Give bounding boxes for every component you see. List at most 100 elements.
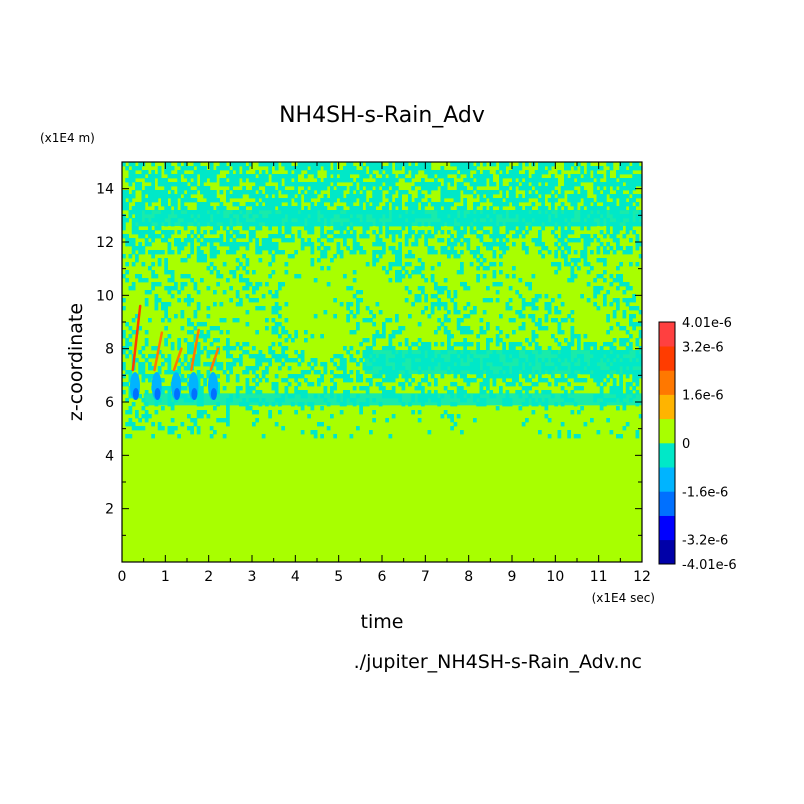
heatmap-cell xyxy=(346,318,350,323)
heatmap-cell xyxy=(229,162,246,167)
heatmap-cell xyxy=(616,246,623,251)
heatmap-cell xyxy=(300,406,305,411)
heatmap-cell xyxy=(284,178,292,183)
heatmap-cell xyxy=(245,202,256,207)
heatmap-cell xyxy=(278,226,282,231)
heatmap-cell xyxy=(586,298,591,303)
heatmap-cell xyxy=(180,374,185,379)
heatmap-cell xyxy=(310,166,321,171)
heatmap-cell xyxy=(148,378,152,383)
heatmap-cell xyxy=(148,194,181,199)
heatmap-cell xyxy=(476,190,500,195)
heatmap-cell xyxy=(157,386,172,391)
heatmap-cell xyxy=(320,334,324,339)
heatmap-cell xyxy=(245,366,259,371)
heatmap-cell xyxy=(235,302,243,307)
heatmap-cell xyxy=(495,326,500,331)
colorbar-swatch xyxy=(659,467,675,492)
heatmap-cell xyxy=(573,250,578,255)
heatmap-band xyxy=(143,393,642,406)
heatmap-cell xyxy=(372,418,376,423)
heatmap-cell xyxy=(356,378,363,383)
heatmap-cell xyxy=(382,174,386,179)
heatmap-cell xyxy=(583,198,594,203)
heatmap-cell xyxy=(606,318,610,323)
heatmap-cell xyxy=(560,190,565,195)
heatmap-cell xyxy=(586,226,591,231)
heatmap-cell xyxy=(164,258,168,263)
heatmap-cell xyxy=(242,226,250,231)
heatmap-cell xyxy=(577,342,581,347)
heatmap-cell xyxy=(479,198,487,203)
heatmap-cell xyxy=(349,370,354,375)
heatmap-cell xyxy=(482,266,490,271)
heatmap-cell xyxy=(385,230,402,235)
heatmap-cell xyxy=(203,382,207,387)
heatmap-cell xyxy=(141,354,146,359)
heatmap-cell xyxy=(326,170,367,175)
heatmap-cell xyxy=(440,190,461,195)
heatmap-cell xyxy=(476,246,480,251)
heatmap-cell xyxy=(138,162,146,167)
heatmap-cell xyxy=(128,326,133,331)
x-tick-label: 6 xyxy=(378,569,387,585)
heatmap-cell xyxy=(206,374,211,379)
heatmap-cell xyxy=(460,330,474,335)
heatmap-cell xyxy=(450,234,454,239)
heatmap-cell xyxy=(450,418,454,423)
heatmap-cell xyxy=(427,390,432,395)
heatmap-cell xyxy=(434,390,438,395)
heatmap-cell xyxy=(440,166,445,171)
heatmap-cell xyxy=(122,234,129,239)
heatmap-cell xyxy=(219,190,224,195)
heatmap-cell xyxy=(219,162,227,167)
heatmap-cell xyxy=(469,182,487,187)
heatmap-cell xyxy=(294,378,298,383)
heatmap-cell xyxy=(157,426,165,431)
heatmap-cell xyxy=(564,162,575,167)
heatmap-cell xyxy=(177,186,191,191)
y-tick-label: 6 xyxy=(105,395,114,411)
heatmap-cell xyxy=(560,234,568,239)
heatmap-cell xyxy=(388,334,396,339)
heatmap-cell xyxy=(209,434,214,439)
heatmap-cell xyxy=(408,346,412,351)
heatmap-cell xyxy=(593,294,597,299)
heatmap-cell xyxy=(456,230,467,235)
heatmap-cell xyxy=(131,318,136,323)
heatmap-cell xyxy=(570,274,578,279)
heatmap-cell xyxy=(521,246,529,251)
heatmap-cell xyxy=(304,198,311,203)
heatmap-cell xyxy=(349,434,354,439)
heatmap-cell xyxy=(294,410,298,415)
heatmap-cell xyxy=(609,282,614,287)
heatmap-cell xyxy=(560,202,565,207)
heatmap-cell xyxy=(141,414,152,419)
heatmap-cell xyxy=(125,278,129,283)
heatmap-cell xyxy=(388,198,393,203)
heatmap-cell xyxy=(128,174,146,179)
heatmap-cell xyxy=(365,262,370,267)
heatmap-cell xyxy=(388,338,393,343)
heatmap-cell xyxy=(248,162,253,167)
heatmap-cell xyxy=(239,346,243,351)
heatmap-cell xyxy=(388,266,393,271)
heatmap-cell xyxy=(622,290,627,295)
heatmap-cell xyxy=(222,434,227,439)
heatmap-cell xyxy=(372,410,376,415)
heatmap-cell xyxy=(499,166,506,171)
heatmap-cell xyxy=(196,374,204,379)
heatmap-cell xyxy=(232,318,240,323)
heatmap-cell xyxy=(268,262,272,267)
heatmap-cell xyxy=(560,346,571,351)
heatmap-cell xyxy=(359,250,367,255)
heatmap-cell xyxy=(336,366,347,371)
heatmap-cell xyxy=(557,326,562,331)
heatmap-cell xyxy=(508,298,513,303)
heatmap-cell xyxy=(164,170,172,175)
heatmap-cell xyxy=(580,254,588,259)
heatmap-cell xyxy=(460,266,464,271)
heatmap-cell xyxy=(333,382,337,387)
heatmap-cell xyxy=(599,242,604,247)
heatmap-cell xyxy=(125,338,129,343)
